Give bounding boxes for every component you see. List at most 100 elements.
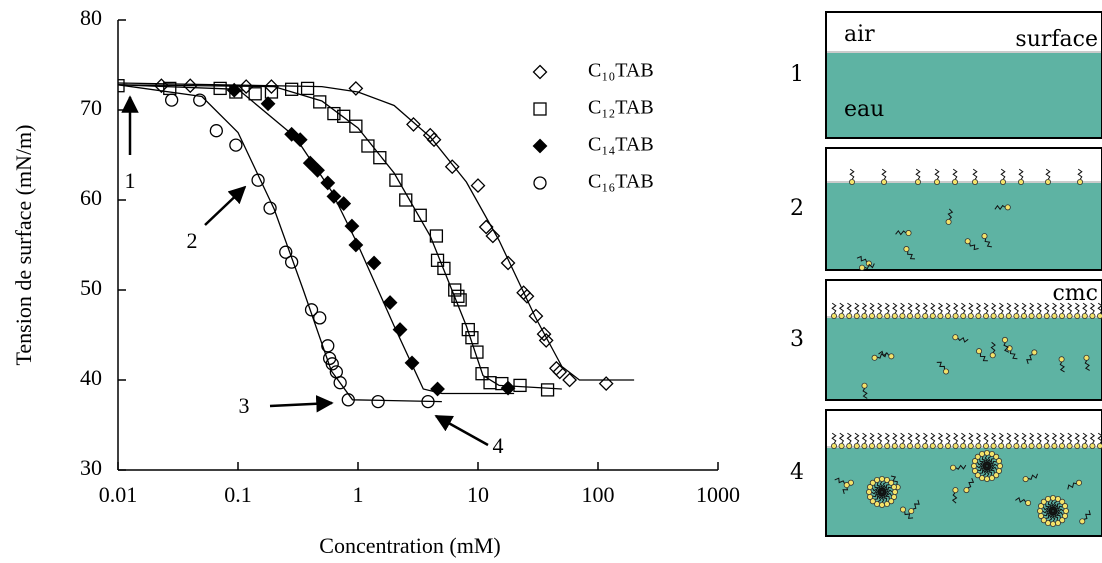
surfactant-tail bbox=[854, 432, 860, 444]
surfactant-head bbox=[1000, 178, 1007, 185]
surfactant-tail bbox=[1053, 503, 1061, 513]
surfactant-head bbox=[1097, 443, 1102, 449]
surfactant-head bbox=[1045, 178, 1052, 185]
data-point bbox=[348, 237, 364, 253]
legend-label: C₁₆TAB bbox=[588, 171, 654, 193]
data-point bbox=[478, 219, 494, 235]
surfactant-tail bbox=[977, 464, 987, 472]
surfactant-head bbox=[914, 312, 921, 319]
plot-area bbox=[118, 78, 635, 409]
surfactant-head bbox=[869, 312, 876, 319]
data-point bbox=[373, 151, 387, 165]
surfactant-head bbox=[971, 467, 978, 474]
surfactant-tail bbox=[907, 302, 913, 314]
surfactant-tail bbox=[976, 461, 988, 468]
data-point bbox=[153, 78, 169, 94]
legend-marker bbox=[533, 176, 547, 190]
data-point bbox=[300, 81, 315, 96]
surfactant-tail bbox=[1027, 473, 1039, 481]
data-point bbox=[366, 255, 382, 271]
surfactant-head bbox=[876, 312, 883, 319]
surfactant-tail bbox=[1006, 302, 1012, 314]
surfactant-head bbox=[907, 312, 914, 319]
surfactant-head bbox=[971, 462, 978, 469]
surfactant-tail bbox=[982, 465, 989, 477]
surfactant-head bbox=[874, 501, 881, 508]
surfactant-tail bbox=[1059, 302, 1065, 314]
surfactant-head bbox=[899, 312, 906, 319]
surfactant-tail bbox=[914, 302, 921, 314]
surfactant-tail bbox=[912, 499, 920, 510]
surfactant-head bbox=[843, 482, 850, 489]
surfactant-head bbox=[866, 493, 873, 500]
fit-curve bbox=[118, 82, 635, 381]
surfactant-head bbox=[975, 312, 982, 319]
data-point bbox=[430, 381, 445, 397]
data-point bbox=[279, 245, 293, 259]
surfactant-head bbox=[963, 487, 970, 494]
surfactant-head bbox=[1051, 312, 1058, 319]
surfactant-tail bbox=[968, 302, 974, 314]
surfactant-head bbox=[971, 458, 978, 465]
annotation: 3 bbox=[239, 393, 250, 418]
surfactant-tail bbox=[862, 387, 868, 399]
surfactant-tail bbox=[945, 302, 951, 314]
legend-label: C₁₀TAB bbox=[588, 60, 654, 82]
surfactant-head bbox=[1040, 498, 1047, 505]
surfactant-head bbox=[952, 442, 959, 449]
surfactant-head bbox=[983, 442, 990, 449]
surfactant-tail bbox=[1059, 361, 1065, 373]
surfactant-head bbox=[866, 484, 873, 491]
surfactant-tail bbox=[998, 432, 1004, 444]
surfactant-tail bbox=[872, 490, 882, 498]
surfactant-head bbox=[891, 493, 898, 500]
surfactant-tail bbox=[1074, 302, 1080, 314]
surfactant-tail bbox=[1089, 432, 1096, 444]
surfactant-tail bbox=[1059, 432, 1065, 444]
surfactant-tail bbox=[874, 484, 884, 492]
data-point bbox=[304, 303, 319, 317]
data-point bbox=[263, 201, 277, 215]
surfactant-head bbox=[952, 487, 959, 494]
surfactant-tail bbox=[967, 477, 975, 489]
surfactant-head bbox=[1054, 495, 1061, 502]
data-point bbox=[429, 229, 444, 243]
surfactant-tail bbox=[1077, 168, 1083, 180]
data-point bbox=[389, 173, 403, 187]
surfactant-tail bbox=[1084, 360, 1090, 371]
surfactant-tail bbox=[1066, 432, 1073, 444]
surfactant-head bbox=[884, 442, 891, 449]
surfactant-head bbox=[1074, 312, 1081, 319]
chart: Concentration (mM) Tension de surface (m… bbox=[11, 5, 740, 558]
surfactant-tail bbox=[998, 302, 1004, 314]
surfactant-tail bbox=[1089, 302, 1096, 314]
surfactant-tail bbox=[1021, 302, 1027, 314]
surfactant-tail bbox=[981, 456, 989, 466]
surfactant-head bbox=[1066, 442, 1073, 449]
legend-marker bbox=[532, 64, 548, 80]
surfactant-tail bbox=[969, 242, 979, 251]
surfactant-head bbox=[989, 352, 996, 359]
surfactant-tail bbox=[1045, 509, 1053, 519]
data-point bbox=[344, 218, 360, 234]
surfactant-tail bbox=[871, 487, 883, 494]
panel: 3 cmc bbox=[790, 279, 1102, 401]
surfactant-head bbox=[1081, 442, 1088, 449]
surfactant-head bbox=[1059, 517, 1066, 524]
surfactant-head bbox=[1089, 442, 1096, 449]
surfactant-tail bbox=[1083, 510, 1091, 520]
data-point bbox=[321, 339, 335, 353]
surfactant-head bbox=[960, 442, 967, 449]
surfactant-head bbox=[945, 218, 952, 225]
surfactant-tail bbox=[876, 302, 883, 314]
surfactant-tail bbox=[951, 492, 958, 504]
surfactant-tail bbox=[937, 302, 944, 314]
surfactant-tail bbox=[831, 302, 837, 314]
surfactant-tail bbox=[937, 432, 944, 444]
surfactant-head bbox=[993, 472, 1000, 479]
y-tick-label: 80 bbox=[80, 5, 102, 30]
data-point bbox=[313, 95, 327, 109]
surfactant-head bbox=[981, 233, 988, 240]
data-point bbox=[371, 394, 385, 409]
surfactant-head bbox=[1062, 503, 1069, 510]
